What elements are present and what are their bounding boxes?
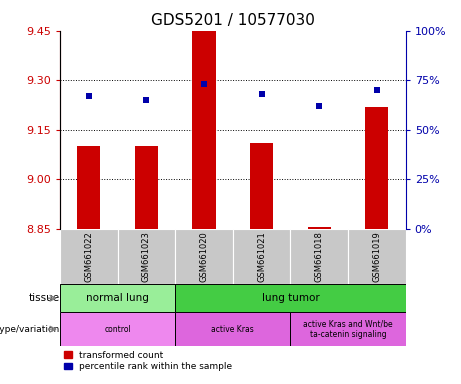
Bar bbox=[118, 228, 175, 284]
Text: tissue: tissue bbox=[29, 293, 60, 303]
Bar bbox=[60, 228, 118, 284]
Bar bbox=[175, 228, 233, 284]
Bar bbox=[233, 228, 290, 284]
Text: active Kras: active Kras bbox=[212, 324, 254, 334]
Bar bbox=[290, 312, 406, 346]
Text: active Kras and Wnt/be
ta-catenin signaling: active Kras and Wnt/be ta-catenin signal… bbox=[303, 319, 393, 339]
Text: genotype/variation: genotype/variation bbox=[0, 324, 60, 334]
Text: GSM661021: GSM661021 bbox=[257, 231, 266, 282]
Bar bbox=[250, 143, 273, 228]
Bar bbox=[77, 146, 100, 228]
Bar bbox=[193, 31, 216, 228]
Title: GDS5201 / 10577030: GDS5201 / 10577030 bbox=[151, 13, 315, 28]
Bar bbox=[60, 284, 175, 312]
Text: GSM661019: GSM661019 bbox=[372, 231, 381, 282]
Text: GSM661018: GSM661018 bbox=[315, 231, 324, 282]
Bar bbox=[308, 227, 331, 228]
Bar bbox=[175, 312, 290, 346]
Bar bbox=[290, 228, 348, 284]
Text: GSM661022: GSM661022 bbox=[84, 231, 93, 282]
Text: GSM661020: GSM661020 bbox=[200, 231, 208, 282]
Bar bbox=[348, 228, 406, 284]
Legend: transformed count, percentile rank within the sample: transformed count, percentile rank withi… bbox=[65, 351, 232, 371]
Bar bbox=[365, 107, 388, 228]
Bar bbox=[60, 312, 175, 346]
Text: normal lung: normal lung bbox=[86, 293, 149, 303]
Text: GSM661023: GSM661023 bbox=[142, 231, 151, 282]
Bar bbox=[135, 146, 158, 228]
Text: control: control bbox=[104, 324, 131, 334]
Text: lung tumor: lung tumor bbox=[261, 293, 319, 303]
Bar bbox=[175, 284, 406, 312]
